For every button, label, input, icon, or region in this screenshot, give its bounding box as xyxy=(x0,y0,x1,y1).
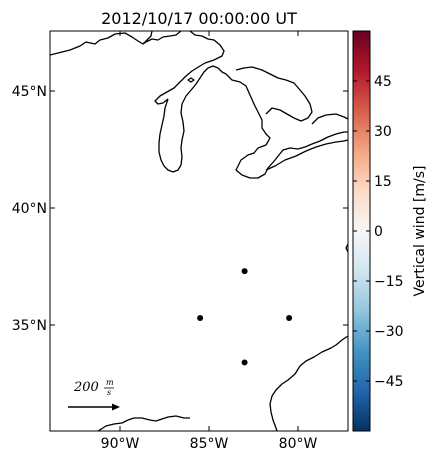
longitude-axis: 90°W 85°W 80°W xyxy=(101,31,318,452)
lake-michigan-west-shore xyxy=(158,98,174,173)
map-title: 2012/10/17 00:00:00 UT xyxy=(101,9,297,28)
station-marker xyxy=(241,268,248,275)
latitude-axis: 45°N 40°N 35°N xyxy=(12,84,348,334)
upper-peninsula-south-shore xyxy=(154,59,215,105)
reference-arrow-value: 200 xyxy=(73,380,99,395)
colorbar-tick-label: −45 xyxy=(374,374,404,390)
latitude-tick-label: 35°N xyxy=(12,318,47,334)
superior-east-shore xyxy=(189,31,225,61)
colorbar-tick-label: 45 xyxy=(374,74,392,90)
lake-ontario-shore xyxy=(311,113,348,125)
colorbar-tick-label: −15 xyxy=(374,274,404,290)
gulf-coast xyxy=(97,415,190,431)
lake-erie-shore xyxy=(265,139,348,171)
lake-michigan-east-shore xyxy=(172,65,219,173)
beaver-island xyxy=(187,77,195,83)
colorbar-tick-label: 15 xyxy=(374,174,392,190)
colorbar-tick-label: 30 xyxy=(374,124,392,140)
colorbar-tick-label: 0 xyxy=(374,224,383,240)
lake-huron-shore xyxy=(217,67,348,179)
reference-arrow-head xyxy=(112,403,120,411)
reference-arrow-unit-numerator: m xyxy=(106,378,114,387)
latitude-tick-label: 40°N xyxy=(12,201,47,217)
colorbar-tick-label: −30 xyxy=(374,324,404,340)
station-marker xyxy=(286,314,293,321)
coastlines xyxy=(50,31,348,431)
keweenaw-peninsula xyxy=(142,31,182,45)
georgian-bay-shore xyxy=(235,66,313,122)
colorbar-label: Vertical wind [m/s] xyxy=(412,166,428,297)
stations-layer xyxy=(197,268,293,366)
map-frame xyxy=(49,30,349,432)
reference-arrow-group: 200 m s xyxy=(68,378,120,411)
colorbar-ticks: 45 30 15 0 −15 −30 −45 xyxy=(353,74,404,390)
longitude-tick-label: 90°W xyxy=(101,436,140,452)
atlantic-coast xyxy=(269,243,348,431)
longitude-tick-label: 80°W xyxy=(279,436,318,452)
station-marker xyxy=(241,359,248,366)
reference-arrow-unit-denominator: s xyxy=(107,388,111,397)
latitude-tick-label: 45°N xyxy=(12,84,47,100)
longitude-tick-label: 85°W xyxy=(190,436,229,452)
station-marker xyxy=(197,314,204,321)
